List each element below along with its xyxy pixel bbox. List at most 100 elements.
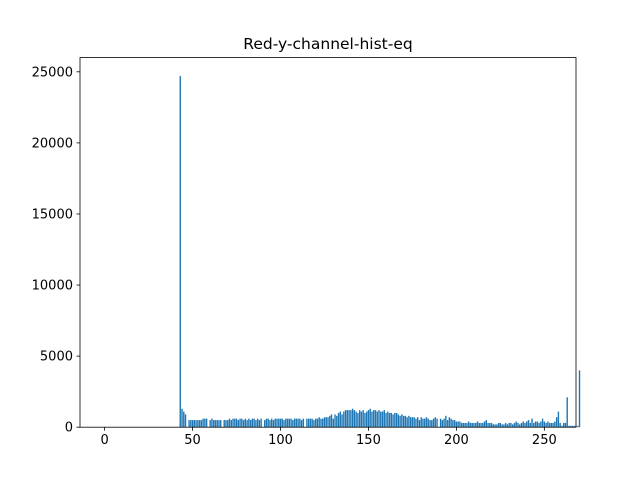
histogram-bar: [276, 418, 278, 428]
histogram-bar: [271, 418, 273, 428]
histogram-bar: [322, 418, 324, 428]
histogram-bar: [313, 420, 315, 428]
histogram-bar: [547, 421, 549, 428]
histogram-bar: [550, 422, 553, 428]
histogram-bar: [453, 420, 456, 428]
histogram-bar: [265, 418, 268, 428]
y-tick-label: 0: [65, 421, 73, 436]
histogram-bar: [181, 408, 183, 428]
histogram-bar: [373, 410, 375, 428]
histogram-bars: [179, 76, 581, 428]
histogram-bar: [446, 420, 449, 428]
histogram-bar: [258, 420, 261, 428]
histogram-bar: [457, 421, 459, 428]
y-tick-label: 10000: [32, 279, 73, 294]
x-axis-ticks: 0 50 100 150 200 250: [100, 427, 557, 448]
histogram-bar: [483, 421, 486, 428]
histogram-bar: [364, 412, 366, 428]
histogram-bar: [327, 417, 329, 428]
histogram-bar: [234, 418, 236, 428]
histogram-bar: [533, 422, 535, 428]
histogram-bar: [195, 420, 197, 428]
histogram-bar: [184, 414, 187, 428]
histogram-bar: [473, 422, 475, 428]
histogram-bar: [197, 420, 199, 428]
x-tick-label: 200: [444, 433, 469, 448]
histogram-bar: [348, 410, 350, 428]
histogram-bar: [278, 418, 280, 428]
histogram-bar: [475, 422, 477, 428]
histogram-bar: [452, 420, 454, 428]
histogram-bar: [529, 422, 531, 428]
histogram-bar: [309, 418, 312, 428]
histogram-bar: [536, 421, 539, 428]
histogram-bar: [374, 410, 377, 428]
histogram-bar: [228, 418, 231, 428]
histogram-bar: [543, 421, 546, 428]
histogram-bar: [424, 418, 426, 428]
histogram-bar: [422, 418, 424, 428]
histogram-bar: [420, 417, 422, 428]
histogram-bar: [578, 370, 581, 428]
chart-title: Red-y-channel-hist-eq: [243, 35, 412, 53]
histogram-bar: [561, 425, 563, 428]
histogram-bar: [417, 417, 419, 428]
histogram-bar: [339, 411, 342, 428]
histogram-bar: [404, 415, 407, 428]
histogram-bar: [490, 422, 493, 428]
histogram-bar: [522, 421, 524, 428]
histogram-bar: [541, 418, 544, 428]
histogram-bar: [241, 418, 243, 428]
histogram-bar: [285, 418, 287, 428]
histogram-bar: [385, 412, 387, 428]
histogram-bar: [401, 414, 403, 428]
histogram-bar: [311, 418, 313, 428]
histogram-bar: [263, 420, 266, 428]
y-tick-label: 15000: [32, 207, 73, 222]
histogram-bar: [325, 417, 327, 428]
histogram-bar: [253, 418, 255, 428]
histogram-bar: [293, 418, 296, 428]
histogram-bar: [316, 418, 319, 428]
histogram-bar: [478, 422, 480, 428]
histogram-bar: [237, 420, 239, 428]
histogram-bar: [460, 422, 463, 428]
histogram-bar: [318, 417, 320, 428]
histogram-bar: [485, 420, 487, 428]
histogram-bar: [390, 412, 393, 428]
y-tick-label: 20000: [32, 136, 73, 151]
histogram-bar: [376, 411, 378, 428]
histogram-bar: [577, 425, 579, 428]
histogram-bar: [482, 422, 484, 428]
histogram-bar: [249, 420, 252, 428]
histogram-bar: [343, 411, 345, 428]
histogram-bar: [497, 422, 500, 428]
histogram-bar: [204, 418, 206, 428]
histogram-bar: [255, 420, 257, 428]
histogram-bar: [381, 411, 384, 428]
histogram-bar: [365, 411, 368, 428]
axes-frame: [79, 57, 577, 428]
histogram-bar: [246, 420, 248, 428]
histogram-bar: [225, 420, 227, 428]
y-axis-ticks: 0 5000 10000 15000 20000 25000: [32, 65, 80, 436]
histogram-bar: [448, 417, 451, 428]
histogram-bar: [299, 418, 301, 428]
histogram-bar: [552, 422, 554, 428]
histogram-bar: [466, 422, 468, 428]
histogram-bar: [191, 420, 194, 428]
histogram-bar: [538, 422, 540, 428]
histogram-bar: [425, 417, 428, 428]
y-tick-label: 5000: [40, 350, 73, 365]
histogram-bar: [242, 420, 245, 428]
histogram-bar: [432, 418, 435, 428]
histogram-bar: [545, 422, 547, 428]
histogram-bar: [297, 418, 299, 428]
histogram-bar: [520, 422, 523, 428]
histogram-bar: [323, 417, 326, 428]
histogram-bar: [418, 420, 421, 428]
histogram-bar: [399, 415, 401, 428]
histogram-bar: [235, 418, 238, 428]
histogram-bar: [564, 422, 567, 428]
